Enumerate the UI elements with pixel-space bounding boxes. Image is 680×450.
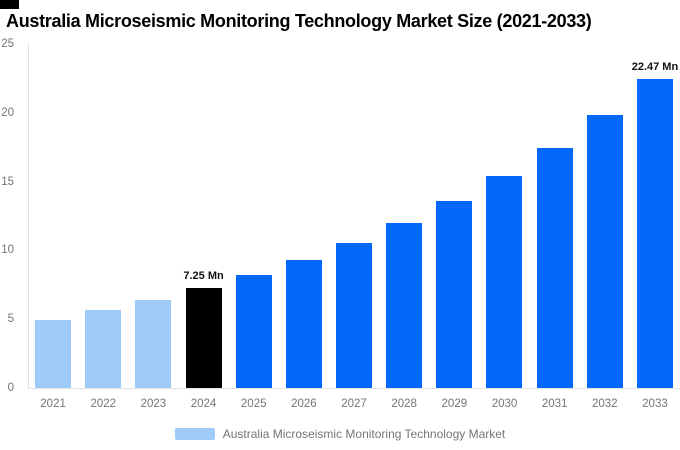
bar-slot-2027 <box>329 44 379 388</box>
bar-slot-2023 <box>128 44 178 388</box>
bar-2022[interactable] <box>85 310 122 388</box>
x-axis-tick-label-2032: 2032 <box>592 398 618 410</box>
bar-slot-2029 <box>429 44 479 388</box>
x-axis-tick-label-2024: 2024 <box>190 398 217 410</box>
x-axis-tick-labels: 2021 2022 2023 2024 2025 2026 2027 2028 2029 2030… <box>28 398 680 410</box>
x-axis-tick-label-2030: 2030 <box>491 398 518 410</box>
y-axis-tick-label-20: 20 <box>1 106 14 119</box>
value-label-2024: 7.25 Mn <box>183 270 224 283</box>
y-axis-line <box>28 44 29 388</box>
bar-slot-2031 <box>530 44 580 388</box>
chart-title: Australia Microseismic Monitoring Techno… <box>6 11 592 31</box>
bar-2021[interactable] <box>35 319 72 388</box>
value-label-2033: 22.47 Mn <box>631 60 679 73</box>
bar-2033[interactable] <box>636 78 673 388</box>
legend[interactable]: Australia Microseismic Monitoring Techno… <box>0 427 680 441</box>
y-axis-tick-label-5: 5 <box>7 313 14 326</box>
bar-slot-2024: 7.25 Mn <box>178 44 228 388</box>
bar-slot-2026 <box>279 44 329 388</box>
x-axis-baseline <box>28 388 680 389</box>
x-axis-tick-label-2023: 2023 <box>140 398 167 410</box>
legend-swatch <box>174 428 215 440</box>
x-axis-tick-label-2033: 2033 <box>642 398 668 410</box>
x-axis-tick-label-2028: 2028 <box>391 398 417 410</box>
corner-artifact <box>0 0 19 9</box>
bar-slot-2028 <box>379 44 429 388</box>
x-axis-tick-label-2026: 2026 <box>291 398 317 410</box>
bar-slot-2021 <box>28 44 78 388</box>
y-axis-tick-label-0: 0 <box>7 382 14 394</box>
x-axis-tick-label-2021: 2021 <box>40 398 66 410</box>
bar-slot-2030 <box>479 44 529 388</box>
y-axis-tick-label-25: 25 <box>1 38 14 50</box>
x-axis-tick-label-2025: 2025 <box>240 398 267 410</box>
bar-2025[interactable] <box>235 274 272 388</box>
bar-2027[interactable] <box>336 242 373 388</box>
bar-slot-2022 <box>78 44 128 388</box>
y-axis-tick-label-10: 10 <box>1 244 14 257</box>
y-axis-tick-label-15: 15 <box>1 175 14 188</box>
bar-2030[interactable] <box>486 176 523 388</box>
bar-2028[interactable] <box>386 223 423 388</box>
bar-2024[interactable] <box>185 288 222 388</box>
bar-2029[interactable] <box>436 201 473 388</box>
x-axis-tick-label-2022: 2022 <box>90 398 117 410</box>
bar-slot-2025 <box>229 44 279 388</box>
bar-slot-2033: 22.47 Mn <box>630 44 680 388</box>
x-axis-tick-label-2027: 2027 <box>341 398 367 410</box>
x-axis-tick-label-2029: 2029 <box>441 398 468 410</box>
bar-2032[interactable] <box>586 115 623 388</box>
legend-label: Australia Microseismic Monitoring Techno… <box>222 427 506 441</box>
bar-2026[interactable] <box>285 259 322 388</box>
x-axis-tick-label-2031: 2031 <box>541 398 568 410</box>
bar-2031[interactable] <box>536 147 573 388</box>
bar-slot-2032 <box>580 44 630 388</box>
bar-2023[interactable] <box>135 300 172 388</box>
plot-area: 7.25 Mn 22.47 Mn <box>28 44 680 388</box>
